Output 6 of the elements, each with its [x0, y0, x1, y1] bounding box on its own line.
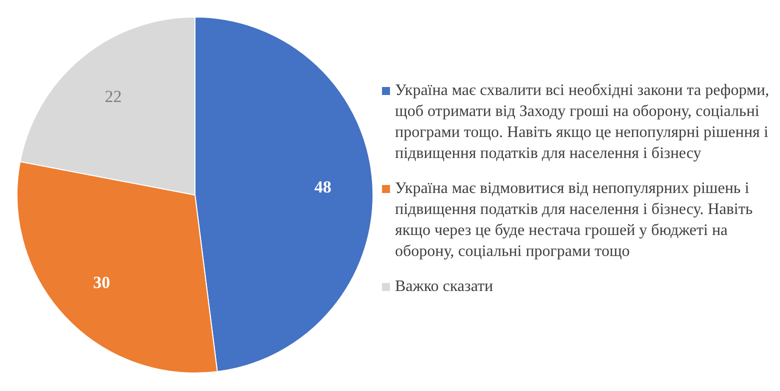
legend-label: Важко сказати — [395, 277, 494, 297]
data-label: 22 — [104, 86, 122, 106]
legend-label: Україна має схвалити всі необхідні закони та реформи, щоб отримати від Заходу гроші на оборону, соціальні програми тощо. Навіть якщо це непопулярні рішення і підвищення податків для населення і бізнесу — [395, 81, 770, 164]
data-label: 48 — [314, 177, 332, 196]
data-label: 30 — [93, 273, 110, 292]
legend-label: Україна має відмовитися від непопулярних рішень і підвищення податків для населення і бізнесу. Навіть якщо через це буде нестача грошей у бюджеті на оборону, соціальні програми тощо — [395, 179, 754, 262]
